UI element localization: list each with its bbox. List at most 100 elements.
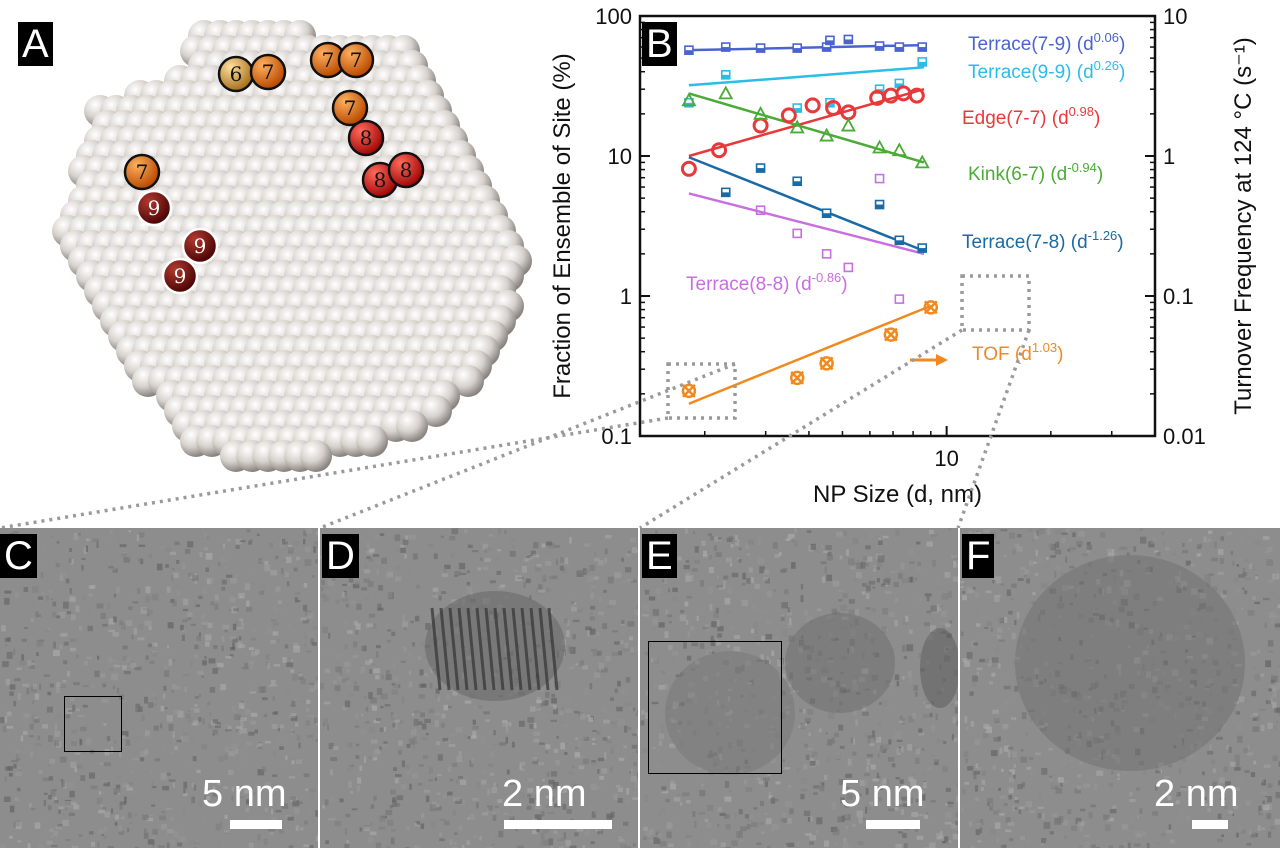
tem-grain xyxy=(180,735,184,743)
tem-grain xyxy=(1049,775,1052,779)
data-point xyxy=(914,154,930,169)
tem-grain xyxy=(184,686,187,692)
tem-grain xyxy=(838,779,845,785)
series-exponent: -1.26 xyxy=(1088,228,1118,243)
tem-grain xyxy=(214,594,219,601)
tem-grain xyxy=(1277,682,1280,690)
tem-grain xyxy=(1014,620,1017,625)
tem-grain xyxy=(62,820,69,827)
tem-grain xyxy=(816,759,820,766)
tem-grain xyxy=(421,723,427,730)
tem-grain xyxy=(128,606,133,611)
tem-grain xyxy=(521,768,525,772)
tem-grain xyxy=(626,788,630,795)
tem-grain xyxy=(160,571,164,578)
tem-grain xyxy=(166,842,170,848)
tem-grain xyxy=(1004,803,1008,806)
tem-grain xyxy=(533,723,537,729)
tem-grain xyxy=(595,829,603,832)
tem-grain xyxy=(758,844,764,848)
tem-grain xyxy=(571,780,577,786)
tem-grain xyxy=(482,543,488,550)
tem-grain xyxy=(955,820,958,826)
tem-grain xyxy=(929,712,933,718)
y-axis-label: Fraction of Ensemble of Site (%) xyxy=(549,53,576,398)
tem-grain xyxy=(459,799,466,806)
tem-grain xyxy=(249,691,256,694)
tem-grain xyxy=(1002,844,1007,848)
zoom-connector xyxy=(956,329,1031,528)
tem-grain xyxy=(955,691,958,695)
tem-grain xyxy=(1178,767,1182,775)
tem-grain xyxy=(535,845,543,848)
tem-grain xyxy=(168,659,173,666)
tem-grain xyxy=(59,571,67,577)
tem-grain xyxy=(1253,760,1257,765)
data-point-fill xyxy=(721,192,730,197)
tem-grain xyxy=(717,807,722,812)
tem-grain xyxy=(642,603,650,611)
tem-grain xyxy=(1009,769,1016,775)
tem-grain xyxy=(97,697,101,700)
tem-grain xyxy=(229,654,234,657)
tem-grain xyxy=(49,758,55,764)
tem-grain xyxy=(291,713,297,717)
tem-grain xyxy=(527,788,534,793)
tem-grain xyxy=(1168,824,1172,830)
zoom-connector xyxy=(319,362,736,528)
tem-grain xyxy=(355,623,361,631)
tem-grain xyxy=(1156,552,1161,556)
tem-grain xyxy=(882,607,889,615)
tem-grain xyxy=(1000,583,1004,586)
tem-grain xyxy=(127,553,132,559)
tem-grain xyxy=(1054,549,1062,555)
tem-grain xyxy=(231,795,234,802)
tem-grain xyxy=(325,840,329,844)
tem-grain xyxy=(365,595,369,600)
tem-grain xyxy=(1155,784,1158,791)
tem-grain xyxy=(392,797,396,803)
tem-grain xyxy=(1142,831,1147,836)
tem-grain xyxy=(602,623,608,629)
tem-grain xyxy=(116,775,121,779)
tem-grain xyxy=(1270,826,1276,830)
tem-grain xyxy=(819,785,825,792)
tem-grain xyxy=(985,658,990,664)
tem-grain xyxy=(577,741,582,747)
tem-grain xyxy=(1003,555,1008,558)
tem-grain xyxy=(788,842,795,847)
tem-grain xyxy=(305,528,312,534)
tem-grain xyxy=(894,569,898,573)
tem-grain xyxy=(227,725,232,732)
tem-grain xyxy=(54,799,59,804)
tem-grain xyxy=(61,779,64,783)
tem-grain xyxy=(994,576,1002,584)
tem-grain xyxy=(413,718,419,726)
tem-grain xyxy=(355,581,360,585)
tem-grain xyxy=(586,714,591,718)
tem-grain xyxy=(154,758,161,762)
tem-grain xyxy=(1105,824,1111,831)
tem-grain xyxy=(270,640,276,644)
site-number: 7 xyxy=(344,96,357,120)
tem-grain xyxy=(504,530,507,534)
tem-grain xyxy=(895,844,902,848)
tem-grain xyxy=(18,605,24,610)
tem-grain xyxy=(1278,780,1280,786)
tem-grain xyxy=(290,728,294,735)
data-point-fill xyxy=(822,213,831,218)
tem-grain xyxy=(1244,577,1252,581)
tem-grain xyxy=(979,827,983,834)
tem-grain xyxy=(146,614,150,617)
tem-grain xyxy=(46,595,49,601)
tem-grain xyxy=(14,591,20,598)
tem-grain xyxy=(296,556,299,561)
tem-grain xyxy=(1220,592,1227,599)
tem-texture xyxy=(320,528,638,848)
tem-grain xyxy=(827,739,833,746)
tem-grain xyxy=(609,600,616,605)
tem-grain xyxy=(1002,725,1009,731)
tem-grain xyxy=(487,788,490,795)
tem-grain xyxy=(931,724,935,732)
tem-grain xyxy=(1035,549,1038,557)
